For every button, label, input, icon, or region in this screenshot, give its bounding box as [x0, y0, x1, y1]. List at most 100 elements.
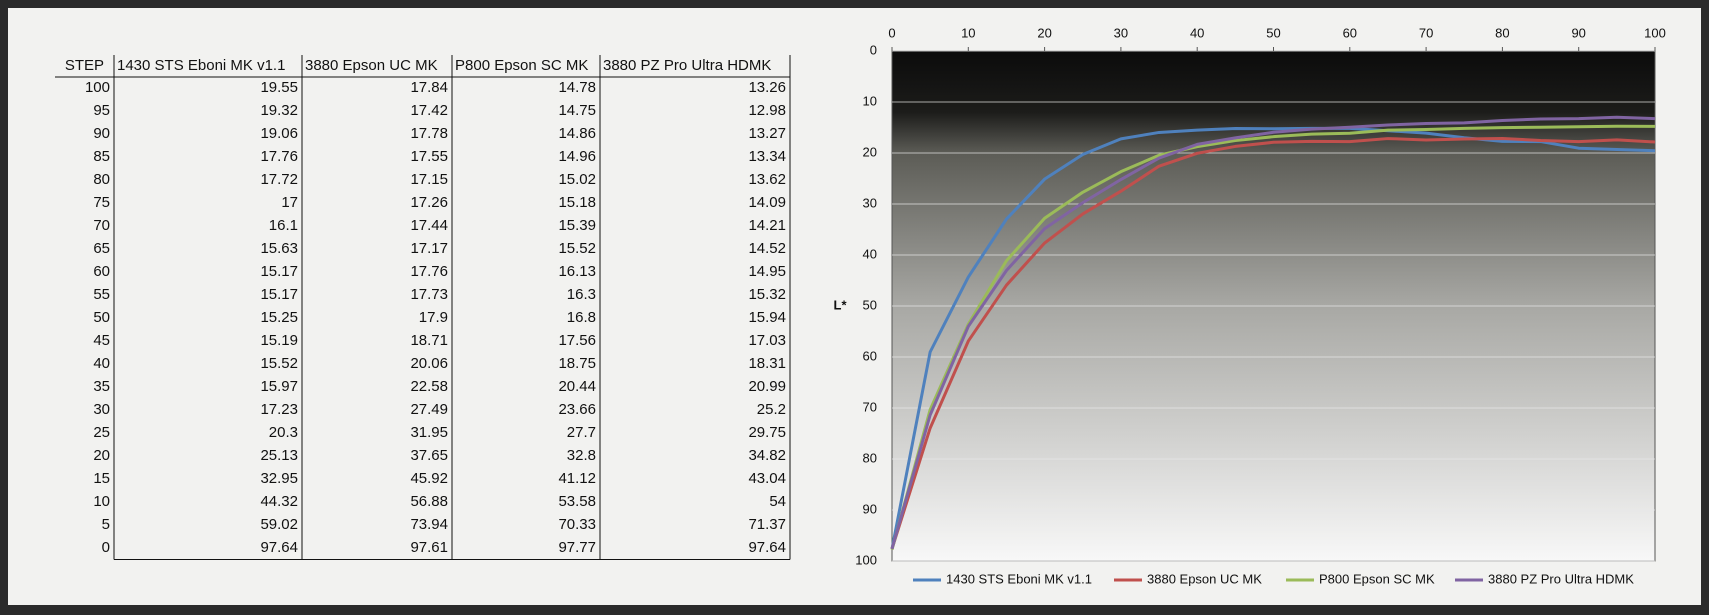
legend-label: 3880 Epson UC MK — [1147, 571, 1262, 586]
table-cell: 16.13 — [558, 263, 596, 280]
table-cell: 14.86 — [558, 125, 596, 142]
table-cell: 18.71 — [410, 332, 448, 349]
table-cell: 14.95 — [748, 263, 786, 280]
table-cell: 50 — [93, 309, 110, 326]
table-cell: 15.32 — [748, 286, 786, 303]
y-tick-label: 0 — [870, 42, 877, 57]
table-cell: 17.78 — [410, 125, 448, 142]
table-cell: 45.92 — [410, 470, 448, 487]
table-cell: 17.15 — [410, 171, 448, 188]
table-cell: 12.98 — [748, 102, 786, 119]
table-cell: 20.06 — [410, 355, 448, 372]
table-cell: 13.26 — [748, 79, 786, 96]
x-tick-label: 0 — [888, 25, 895, 40]
table-cell: 15.17 — [260, 286, 298, 303]
series-line — [890, 126, 1656, 550]
table-cell: 17.73 — [410, 286, 448, 303]
x-tick-label: 50 — [1266, 25, 1280, 40]
table-cell: 15.18 — [558, 194, 596, 211]
table-cell: 0 — [102, 539, 110, 556]
table-cell: 29.75 — [748, 424, 786, 441]
x-tick-label: 70 — [1419, 25, 1433, 40]
table-cell: 17.84 — [410, 79, 448, 96]
table-cell: 17.44 — [410, 217, 448, 234]
table-cell: 17.26 — [410, 194, 448, 211]
table-cell: 95 — [93, 102, 110, 119]
table-cell: 97.61 — [410, 539, 448, 556]
table-cell: 55 — [93, 286, 110, 303]
table-header: P800 Epson SC MK — [455, 57, 588, 74]
table-cell: 17.55 — [410, 148, 448, 165]
table-cell: 19.06 — [260, 125, 298, 142]
x-tick-label: 10 — [961, 25, 975, 40]
table-header: 1430 STS Eboni MK v1.1 — [117, 57, 285, 74]
table-cell: 17.76 — [410, 263, 448, 280]
y-axis-label: L* — [834, 297, 848, 312]
table-cell: 15.63 — [260, 240, 298, 257]
table-cell: 15.39 — [558, 217, 596, 234]
table-cell: 15.02 — [558, 171, 596, 188]
x-tick-label: 60 — [1343, 25, 1357, 40]
x-tick-label: 20 — [1037, 25, 1051, 40]
table-cell: 45 — [93, 332, 110, 349]
table-cell: 17.17 — [410, 240, 448, 257]
table-cell: 20.99 — [748, 378, 786, 395]
table-cell: 27.7 — [567, 424, 596, 441]
table-cell: 23.66 — [558, 401, 596, 418]
table-cell: 14.75 — [558, 102, 596, 119]
table-cell: 30 — [93, 401, 110, 418]
x-tick-label: 90 — [1571, 25, 1585, 40]
table-cell: 16.3 — [567, 286, 596, 303]
table-cell: 56.88 — [410, 493, 448, 510]
table-cell: 70 — [93, 217, 110, 234]
table-cell: 35 — [93, 378, 110, 395]
table-cell: 20.3 — [269, 424, 298, 441]
table-cell: 32.8 — [567, 447, 596, 464]
table-cell: 15.52 — [260, 355, 298, 372]
x-tick-label: 100 — [1644, 25, 1666, 40]
table-cell: 22.58 — [410, 378, 448, 395]
table-cell: 14.78 — [558, 79, 596, 96]
table-cell: 19.32 — [260, 102, 298, 119]
table-cell: 15.17 — [260, 263, 298, 280]
table-cell: 25 — [93, 424, 110, 441]
x-tick-label: 80 — [1495, 25, 1509, 40]
y-tick-label: 30 — [863, 195, 877, 210]
table-cell: 16.8 — [567, 309, 596, 326]
table-cell: 17.76 — [260, 148, 298, 165]
table-header: 3880 Epson UC MK — [305, 57, 438, 74]
y-tick-label: 100 — [855, 552, 877, 567]
table-header: 3880 PZ Pro Ultra HDMK — [603, 57, 771, 74]
table-cell: 19.55 — [260, 79, 298, 96]
table-cell: 70.33 — [558, 516, 596, 533]
legend-label: 3880 PZ Pro Ultra HDMK — [1488, 571, 1634, 586]
table-cell: 18.75 — [558, 355, 596, 372]
table-cell: 65 — [93, 240, 110, 257]
table-cell: 75 — [93, 194, 110, 211]
y-tick-label: 80 — [863, 450, 877, 465]
table-cell: 17.9 — [419, 309, 448, 326]
table-cell: 71.37 — [748, 516, 786, 533]
table-cell: 31.95 — [410, 424, 448, 441]
y-tick-label: 90 — [863, 501, 877, 516]
table-cell: 25.2 — [757, 401, 786, 418]
table-cell: 37.65 — [410, 447, 448, 464]
table-cell: 14.09 — [748, 194, 786, 211]
table-cell: 16.1 — [269, 217, 298, 234]
table-cell: 43.04 — [748, 470, 786, 487]
table-cell: 41.12 — [558, 470, 596, 487]
table-cell: 17.03 — [748, 332, 786, 349]
table-cell: 13.34 — [748, 148, 786, 165]
table-cell: 15 — [93, 470, 110, 487]
series-line — [890, 136, 1656, 550]
series-line — [890, 124, 1656, 551]
table-cell: 17.72 — [260, 171, 298, 188]
table-cell: 80 — [93, 171, 110, 188]
y-tick-label: 50 — [863, 297, 877, 312]
table-cell: 18.31 — [748, 355, 786, 372]
table-cell: 15.94 — [748, 309, 786, 326]
y-tick-label: 70 — [863, 399, 877, 414]
legend-label: P800 Epson SC MK — [1319, 571, 1435, 586]
y-tick-label: 60 — [863, 348, 877, 363]
table-cell: 13.62 — [748, 171, 786, 188]
